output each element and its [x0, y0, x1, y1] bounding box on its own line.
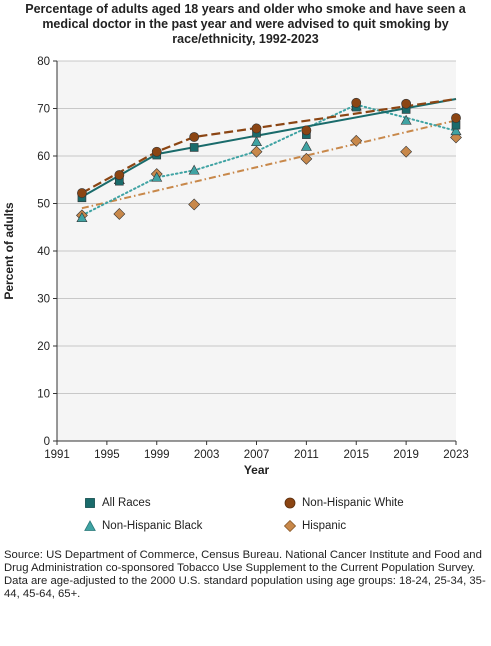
legend-item-hispanic: Hispanic: [284, 520, 346, 532]
data-point-diamond: [188, 198, 201, 211]
x-tick-label: 2007: [244, 449, 270, 461]
data-point-square: [189, 143, 199, 152]
data-point-triangle: [450, 125, 462, 136]
x-axis-label: Year: [244, 463, 270, 477]
data-point-circle: [114, 170, 125, 180]
data-point-diamond: [250, 145, 263, 158]
y-tick-label: 50: [37, 199, 50, 211]
x-tick-label: 1999: [144, 449, 170, 461]
triangle-marker-icon: [84, 520, 96, 531]
series-line: [81, 119, 457, 210]
legend-label: All Races: [102, 497, 151, 509]
data-point-circle: [189, 132, 200, 142]
y-tick-label: 0: [44, 436, 50, 448]
y-tick-label: 60: [37, 151, 50, 163]
x-tick-label: 2023: [443, 449, 469, 461]
x-tick-label: 2011: [294, 449, 319, 461]
x-tick-label: 2019: [393, 449, 419, 461]
data-point-diamond: [113, 208, 126, 220]
circle-marker-icon: [284, 497, 296, 509]
data-point-circle: [451, 113, 461, 123]
x-tick-label: 2003: [194, 449, 220, 461]
data-point-circle: [251, 123, 262, 134]
legend-label: Non-Hispanic Black: [102, 520, 203, 532]
data-point-circle: [401, 98, 412, 109]
y-tick-label: 40: [37, 246, 50, 258]
data-point-triangle: [76, 212, 88, 223]
y-axis-label: Percent of adults: [2, 202, 16, 300]
data-point-circle: [77, 188, 87, 198]
x-tick-label: 2015: [343, 449, 369, 461]
legend-label: Non-Hispanic White: [302, 497, 404, 509]
data-point-diamond: [400, 145, 413, 158]
data-point-diamond: [350, 134, 363, 147]
chart-svg: 0 10 20 30 40 50 60 70 80 1991 1995 1999 2003 2007 201…: [2, 56, 469, 477]
y-tick-label: 20: [37, 341, 50, 353]
y-tick-label: 10: [37, 389, 50, 401]
legend-item-all-races: All Races: [84, 497, 151, 509]
legend-item-non-hispanic-black: Non-Hispanic Black: [84, 520, 202, 532]
x-tick-label: 1991: [44, 449, 70, 461]
data-point-triangle: [151, 171, 163, 182]
square-marker-icon: [85, 498, 95, 508]
data-point-triangle: [188, 164, 200, 175]
data-point-circle: [301, 125, 312, 136]
series-line: [80, 103, 457, 217]
diamond-marker-icon: [284, 520, 296, 532]
y-tick-label: 30: [37, 294, 50, 306]
source-note: Source: US Department of Commerce, Censu…: [4, 549, 486, 601]
data-point-diamond: [300, 152, 313, 165]
y-tick-label: 70: [37, 104, 50, 116]
data-point-circle: [351, 97, 362, 108]
data-note-text: Data are age-adjusted to the 2000 U.S. s…: [4, 575, 486, 600]
data-point-triangle: [300, 140, 312, 151]
legend-label: Hispanic: [302, 520, 347, 532]
data-point-triangle: [250, 136, 263, 147]
x-tick-label: 1995: [94, 449, 120, 461]
source-text: Source: US Department of Commerce, Censu…: [4, 549, 482, 574]
chart-title: Percentage of adults aged 18 years and o…: [25, 2, 466, 46]
data-point-triangle: [400, 114, 412, 125]
data-point-circle: [151, 146, 162, 157]
legend-item-non-hispanic-white: Non-Hispanic White: [284, 497, 404, 509]
y-tick-label: 80: [37, 56, 50, 68]
